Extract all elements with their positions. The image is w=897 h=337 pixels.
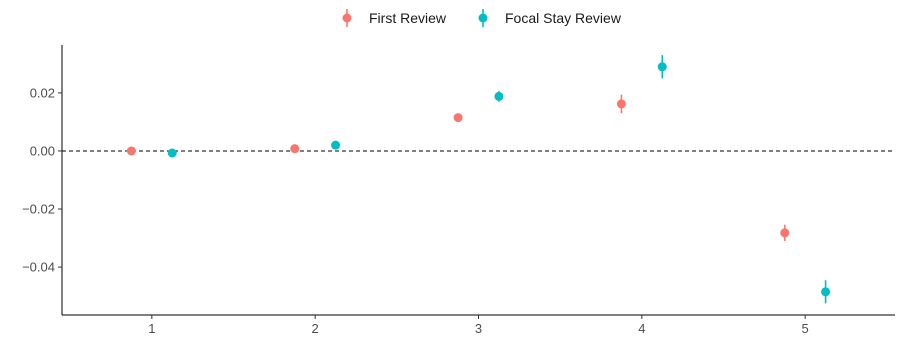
legend-item: Focal Stay Review xyxy=(478,9,622,27)
x-tick-label: 3 xyxy=(475,321,482,336)
legend-item: First Review xyxy=(342,9,447,27)
x-tick-label: 2 xyxy=(312,321,319,336)
data-point xyxy=(494,91,504,101)
legend: First Review Focal Stay Review xyxy=(342,9,622,27)
legend-key-point xyxy=(478,13,488,23)
series-focal-stay-review xyxy=(167,55,831,304)
series-first-review xyxy=(126,94,790,241)
x-tick-label: 5 xyxy=(802,321,809,336)
data-point xyxy=(780,228,790,238)
data-point xyxy=(616,99,626,109)
x-tick-label: 1 xyxy=(148,321,155,336)
y-tick-label: 0.02 xyxy=(30,85,55,100)
x-tick-label: 4 xyxy=(638,321,645,336)
axes: 0.02 0.00 −0.02 −0.04 1 2 3 4 5 xyxy=(22,45,895,336)
legend-label: Focal Stay Review xyxy=(505,10,622,26)
y-tick-label: −0.04 xyxy=(22,260,55,275)
legend-label: First Review xyxy=(369,10,447,26)
data-point xyxy=(167,148,177,158)
data-point xyxy=(657,62,667,72)
data-point xyxy=(331,140,341,150)
data-point xyxy=(821,287,831,297)
legend-key-point xyxy=(342,13,352,23)
plot-marks xyxy=(126,55,831,304)
data-point xyxy=(126,146,136,156)
y-tick-label: −0.02 xyxy=(22,202,55,217)
data-point xyxy=(453,113,463,123)
y-tick-label: 0.00 xyxy=(30,143,55,158)
data-point xyxy=(290,144,300,154)
